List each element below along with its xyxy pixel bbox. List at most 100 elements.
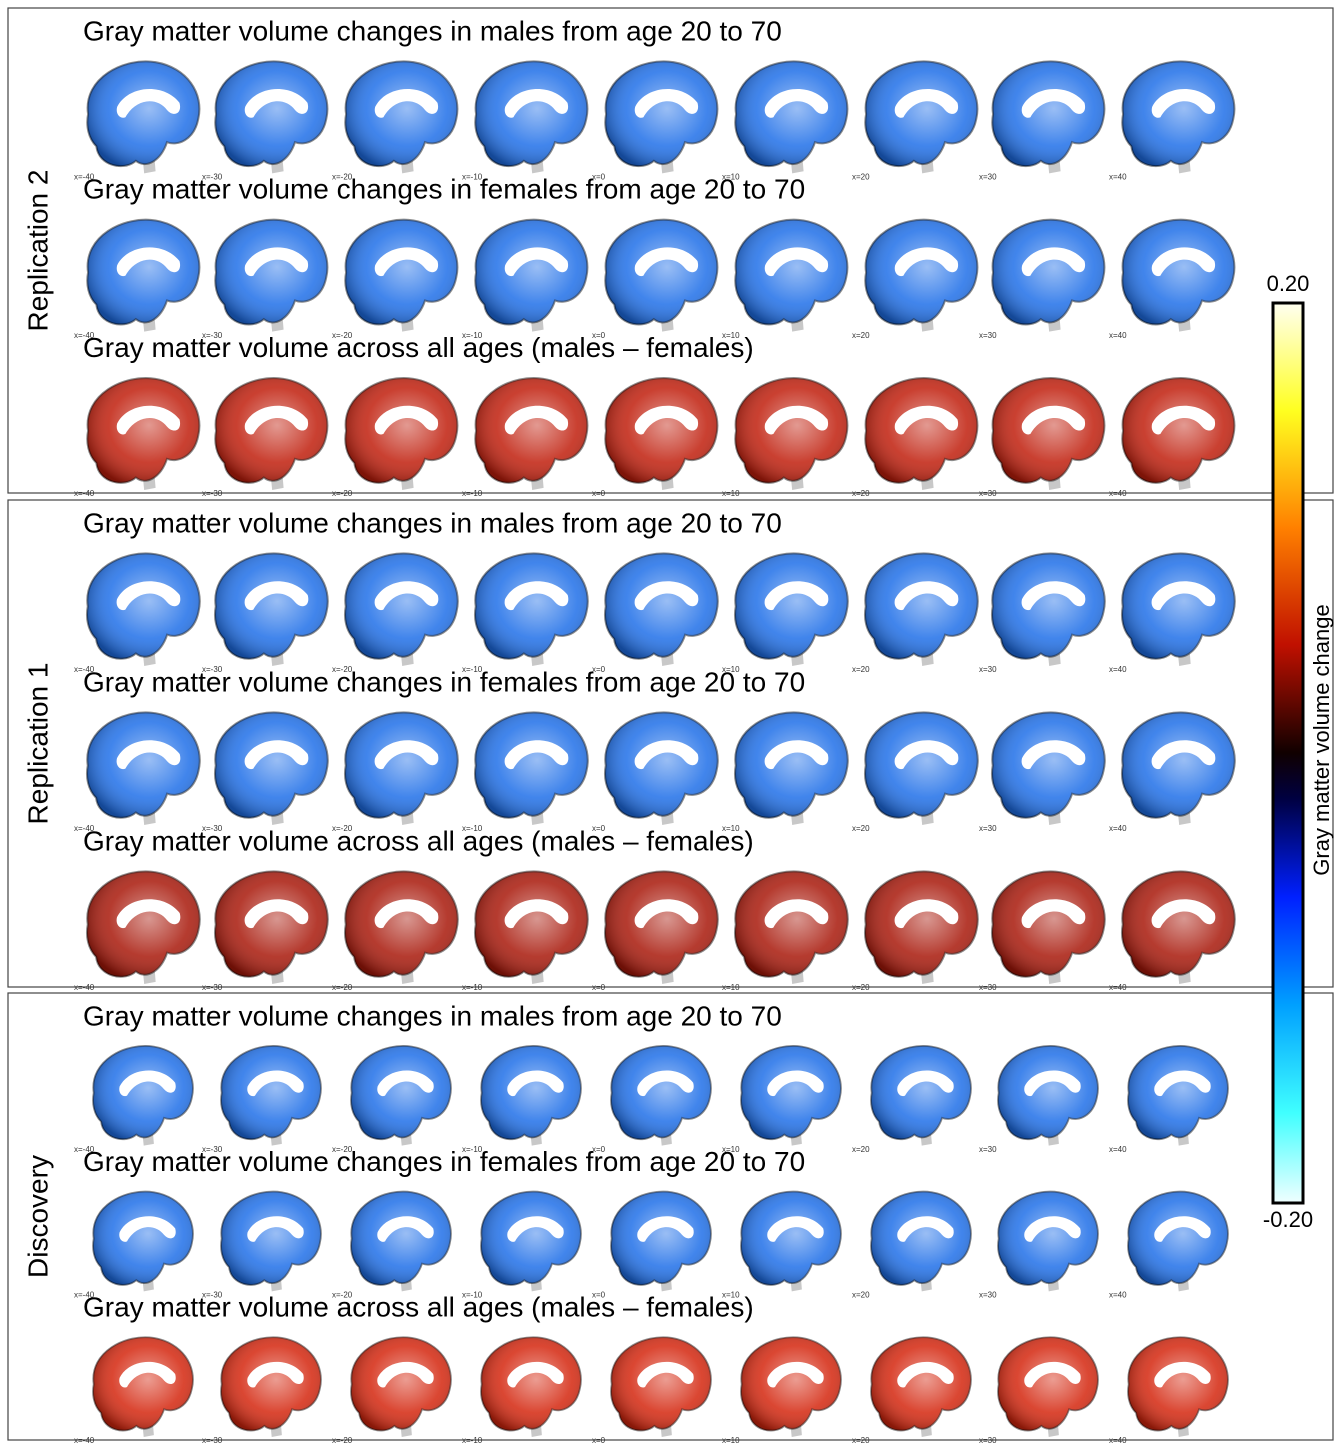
brain-shading: [87, 220, 199, 325]
brain-shading: [865, 553, 978, 658]
row-title: Gray matter volume changes in males from…: [83, 15, 782, 46]
brain-slice: [998, 1046, 1098, 1146]
brain-shading: [605, 61, 717, 166]
brain-slice: [87, 220, 199, 332]
brain-shading: [221, 1337, 321, 1430]
brain-slice: [605, 712, 718, 825]
brain-slice: [215, 378, 327, 490]
page: {"panels": [ {"label": "Replication 2", …: [0, 0, 1341, 1444]
brain-shading: [605, 871, 718, 976]
slice-label: x=10: [722, 489, 740, 498]
brain-shading: [93, 1337, 193, 1430]
slice-label: x=10: [722, 983, 740, 992]
slice-label: x=-40: [74, 1436, 95, 1444]
brain-shading: [1122, 220, 1234, 325]
brain-shading: [605, 553, 718, 658]
slice-label: x=0: [592, 489, 606, 498]
brain-slice: [741, 1046, 841, 1146]
brain-slice: [865, 712, 978, 825]
brain-slice: [87, 61, 199, 173]
brain-shading: [611, 1337, 711, 1430]
brain-shading: [871, 1046, 971, 1139]
brain-shading: [93, 1046, 193, 1139]
brain-shading: [215, 712, 328, 817]
brain-shading: [345, 220, 457, 325]
slice-label: x=20: [852, 331, 870, 340]
brain-slice: [871, 1046, 971, 1146]
brain-slice: [481, 1337, 581, 1437]
brain-shading: [992, 871, 1105, 976]
brain-slice: [475, 61, 587, 173]
row-title: Gray matter volume changes in males from…: [83, 1000, 782, 1031]
brain-shading: [345, 712, 458, 817]
brain-slice: [475, 553, 588, 666]
colorbar: [1273, 303, 1303, 1203]
brain-slice: [605, 378, 717, 490]
brain-slice: [87, 871, 200, 984]
slice-label: x=40: [1109, 489, 1127, 498]
row-title: Gray matter volume changes in females fr…: [83, 174, 805, 205]
slice-label: x=-20: [332, 1436, 353, 1444]
brain-shading: [481, 1046, 581, 1139]
brain-slice: [735, 871, 848, 984]
brain-slice: [735, 220, 847, 332]
brain-shading: [475, 220, 587, 325]
brain-slice: [475, 871, 588, 984]
brain-shading: [992, 220, 1104, 325]
brain-slice: [865, 871, 978, 984]
brain-slice: [215, 220, 327, 332]
brain-slice: [735, 712, 848, 825]
brain-slice: [605, 220, 717, 332]
brain-slice: [1122, 61, 1234, 173]
brain-shading: [1122, 61, 1234, 166]
brain-slice: [605, 553, 718, 666]
colorbar-label: Gray matter volume change: [1309, 604, 1334, 875]
brain-slice: [351, 1192, 451, 1292]
brain-slice: [475, 712, 588, 825]
brain-slice: [221, 1192, 321, 1292]
slice-label: x=30: [979, 824, 997, 833]
brain-slice: [345, 378, 457, 490]
brain-slice: [481, 1192, 581, 1292]
brain-slice: [998, 1337, 1098, 1437]
slice-label: x=-30: [202, 983, 223, 992]
brain-shading: [215, 61, 327, 166]
brain-shading: [345, 871, 458, 976]
slice-label: x=40: [1109, 824, 1127, 833]
brain-shading: [992, 553, 1105, 658]
brain-shading: [215, 220, 327, 325]
slice-label: x=20: [852, 172, 870, 181]
brain-shading: [87, 871, 200, 976]
slice-label: x=-10: [462, 983, 483, 992]
brain-slice: [992, 553, 1105, 666]
brain-slice: [992, 61, 1104, 173]
brain-shading: [1122, 553, 1235, 658]
brain-shading: [87, 378, 199, 483]
brain-shading: [865, 871, 978, 976]
brain-slice: [871, 1337, 971, 1437]
brain-shading: [221, 1046, 321, 1139]
brain-slice: [221, 1337, 321, 1437]
brain-shading: [735, 871, 848, 976]
brain-slice: [1128, 1192, 1228, 1292]
slice-label: x=40: [1109, 1145, 1127, 1154]
panel-label: Discovery: [22, 1155, 53, 1278]
brain-slice: [215, 553, 328, 666]
brain-slice: [1122, 712, 1235, 825]
slice-label: x=0: [592, 1436, 606, 1444]
row-title: Gray matter volume across all ages (male…: [83, 332, 754, 363]
brain-shading: [998, 1337, 1098, 1430]
brain-shading: [992, 712, 1105, 817]
brain-slice: [87, 378, 199, 490]
brain-slice: [1122, 553, 1235, 666]
brain-shading: [475, 712, 588, 817]
slice-label: x=20: [852, 1145, 870, 1154]
brain-slice: [1122, 871, 1235, 984]
brain-shading: [351, 1192, 451, 1285]
brain-shading: [351, 1337, 451, 1430]
brain-shading: [475, 553, 588, 658]
brain-slice: [87, 712, 200, 825]
brain-shading: [221, 1192, 321, 1285]
slice-label: x=30: [979, 665, 997, 674]
brain-slice: [865, 378, 977, 490]
